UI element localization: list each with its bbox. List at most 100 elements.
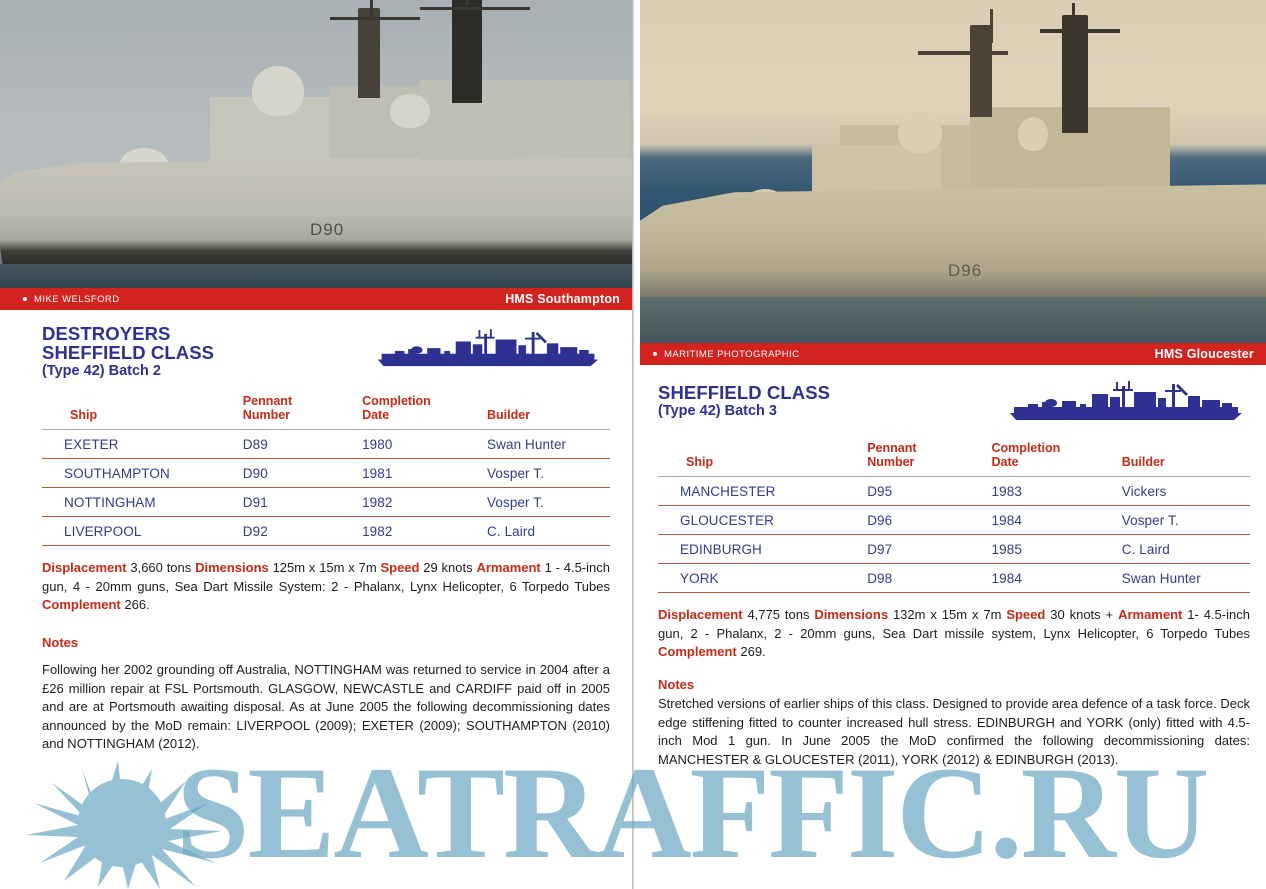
col-header-completion-l2: Date: [991, 455, 1019, 469]
photo-credit: MIKE WELSFORD: [34, 293, 120, 305]
ship-silhouette-icon: [374, 328, 602, 372]
ships-table-right: Ship Pennant Number Completion Date Buil…: [658, 437, 1250, 593]
cell-ship: EDINBURGH: [658, 534, 866, 564]
photo-aft-funnel: [452, 0, 482, 103]
cell-builder: Vickers: [1119, 476, 1250, 506]
spec-value-dimensions: 132m x 15m x 7m: [892, 607, 1002, 622]
cell-pennant: D95: [865, 476, 990, 506]
table-head: Ship Pennant Number Completion Date Buil…: [42, 390, 610, 430]
cell-completion: 1980: [360, 429, 486, 459]
ships-table-left: Ship Pennant Number Completion Date Buil…: [42, 390, 610, 546]
col-header-builder: Builder: [485, 390, 610, 430]
page-subtitle-right: (Type 42) Batch 3: [658, 403, 777, 420]
spec-value-armament: 1 - 4.5-inch gun, 4 - 20mm guns, Sea Dar…: [42, 560, 610, 594]
photo-yardarm: [330, 17, 420, 20]
notes-heading-right: Notes: [658, 677, 695, 693]
cell-completion: 1984: [989, 563, 1120, 593]
spec-label-armament: Armament: [1118, 607, 1183, 622]
title-line-2: SHEFFIELD CLASS: [42, 342, 215, 364]
photo-ship-name: HMS Gloucester: [1154, 347, 1254, 361]
photo-hull: [0, 158, 632, 266]
spec-label-dimensions: Dimensions: [814, 607, 889, 622]
spec-label-speed: Speed: [1006, 607, 1046, 622]
left-heading-block: DESTROYERS SHEFFIELD CLASS (Type 42) Bat…: [42, 324, 610, 382]
spec-label-speed: Speed: [380, 560, 420, 575]
cell-builder: C. Laird: [1119, 534, 1250, 564]
photo-mast-aft: [466, 0, 469, 6]
right-heading-block: SHEFFIELD CLASS (Type 42) Batch 3: [658, 381, 1250, 429]
cell-completion: 1984: [989, 505, 1120, 535]
photo-bridge: [812, 145, 942, 193]
col-header-pennant: Pennant Number: [865, 437, 990, 477]
cell-builder: C. Laird: [485, 516, 610, 546]
col-header-pennant-l1: Pennant: [242, 394, 293, 408]
table-body: MANCHESTER D95 1983 Vickers GLOUCESTER D…: [658, 476, 1250, 593]
ship-silhouette-icon: [1006, 379, 1246, 427]
photo-sea: [640, 297, 1266, 343]
right-content: SHEFFIELD CLASS (Type 42) Batch 3: [640, 365, 1266, 769]
photo-ship-name: HMS Southampton: [505, 292, 620, 306]
col-header-completion-l2: Date: [362, 408, 390, 422]
col-header-pennant-l2: Number: [242, 408, 291, 422]
col-header-ship: Ship: [658, 437, 866, 477]
table-row: YORK D98 1984 Swan Hunter: [658, 563, 1250, 593]
spec-label-complement: Complement: [658, 644, 737, 660]
cell-pennant: D98: [865, 563, 990, 593]
cell-ship: EXETER: [42, 429, 241, 459]
table-head: Ship Pennant Number Completion Date Buil…: [658, 437, 1250, 477]
cell-pennant: D92: [240, 516, 361, 546]
cell-pennant: D89: [240, 429, 361, 459]
spec-value-complement: 266.: [124, 597, 150, 613]
photo-forward-funnel: [358, 8, 380, 98]
table-body: EXETER D89 1980 Swan Hunter SOUTHAMPTON …: [42, 429, 610, 546]
cell-pennant: D97: [865, 534, 990, 564]
title-line-1: SHEFFIELD CLASS: [658, 382, 831, 403]
specifications-right: Displacement 4,775 tons Dimensions 132m …: [658, 606, 1250, 662]
spec-label-complement: Complement: [42, 597, 121, 613]
col-header-pennant-l1: Pennant: [867, 441, 917, 455]
cell-completion: 1981: [360, 458, 486, 488]
hull-pennant-number: D96: [948, 261, 983, 280]
spec-value-dimensions: 125m x 15m x 7m: [272, 560, 377, 575]
table-row: SOUTHAMPTON D90 1981 Vosper T.: [42, 458, 610, 488]
cell-completion: 1985: [989, 534, 1120, 564]
right-column: D96 MARITIME PHOTOGRAPHIC HMS Gloucester…: [634, 0, 1266, 889]
notes-text-right: Stretched versions of earlier ships of t…: [658, 696, 1250, 767]
cell-builder: Swan Hunter: [1119, 563, 1250, 593]
cell-builder: Vosper T.: [485, 487, 610, 517]
cell-ship: LIVERPOOL: [42, 516, 241, 546]
photo-hms-gloucester: D96: [640, 0, 1266, 343]
photo-hms-southampton: D90: [0, 0, 632, 288]
col-header-ship: Ship: [42, 390, 241, 430]
notes-heading-left: Notes: [42, 635, 79, 651]
left-column: D90 MIKE WELSFORD HMS Southampton DESTRO…: [0, 0, 632, 889]
photo-yardarm-aft: [1040, 29, 1120, 33]
title-line-1: DESTROYERS: [42, 323, 171, 344]
specifications-left: Displacement 3,660 tons Dimensions 125m …: [42, 559, 610, 615]
column-divider: [632, 0, 634, 889]
cell-pennant: D90: [240, 458, 361, 488]
photo-forward-funnel: [970, 25, 992, 117]
col-header-pennant: Pennant Number: [240, 390, 361, 430]
table-row: LIVERPOOL D92 1982 C. Laird: [42, 516, 610, 546]
cell-completion: 1982: [360, 487, 486, 517]
cell-pennant: D96: [865, 505, 990, 535]
col-header-completion: Completion Date: [989, 437, 1120, 477]
cell-builder: Swan Hunter: [485, 429, 610, 459]
table-header-row: Ship Pennant Number Completion Date Buil…: [658, 437, 1250, 477]
cell-ship: MANCHESTER: [658, 476, 866, 506]
table-row: GLOUCESTER D96 1984 Vosper T.: [658, 505, 1250, 535]
table-row: EXETER D89 1980 Swan Hunter: [42, 429, 610, 459]
cell-completion: 1983: [989, 476, 1120, 506]
photo-sea: [0, 264, 632, 288]
spec-value-armament: 1- 4.5-inch gun, 2 - Phalanx, 2 - 20mm g…: [658, 607, 1250, 641]
hull-pennant-number: D90: [310, 220, 345, 239]
photo-credit: MARITIME PHOTOGRAPHIC: [664, 348, 800, 360]
col-header-builder: Builder: [1119, 437, 1250, 477]
page-title-right: SHEFFIELD CLASS: [658, 383, 1250, 402]
spec-label-armament: Armament: [476, 560, 541, 575]
photo-radar-dome: [252, 66, 304, 116]
spec-label-dimensions: Dimensions: [195, 560, 269, 575]
photo-yardarm-aft: [420, 7, 530, 10]
